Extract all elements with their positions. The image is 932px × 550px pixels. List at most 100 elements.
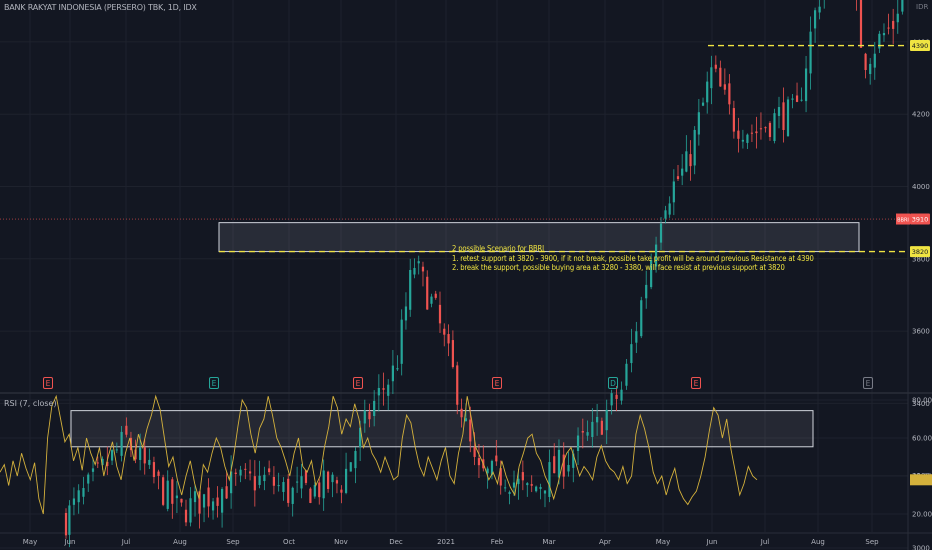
- candle-body: [268, 468, 271, 473]
- rsi-indicator-label[interactable]: RSI (7, close): [4, 399, 57, 408]
- time-tick-label: Dec: [389, 538, 403, 546]
- candle-body: [354, 450, 357, 469]
- candle-body: [521, 472, 524, 481]
- candle-body: [548, 462, 551, 497]
- candle-body: [313, 484, 316, 497]
- candle-body: [635, 331, 638, 343]
- event-marker[interactable]: [608, 377, 618, 389]
- candle-body: [809, 31, 812, 74]
- event-marker[interactable]: [353, 377, 363, 389]
- candle-body: [318, 482, 321, 498]
- candle-body: [543, 490, 547, 494]
- support-zone-upper[interactable]: [218, 222, 860, 253]
- candle-body: [340, 489, 343, 493]
- candle-body: [291, 487, 294, 504]
- time-tick-label: 2021: [437, 538, 455, 546]
- candle-body: [64, 512, 68, 536]
- candle-body: [878, 33, 881, 49]
- candle-body: [189, 498, 192, 523]
- candle-body: [139, 447, 142, 460]
- candle-body: [869, 63, 872, 75]
- candle-body: [171, 479, 174, 504]
- candle-body: [309, 488, 312, 503]
- last-price-badge: [910, 213, 930, 225]
- candle-body: [82, 488, 85, 497]
- event-marker-letter: D: [610, 379, 616, 388]
- candle-body: [77, 490, 80, 503]
- candle-body: [701, 102, 705, 106]
- resistance-label: 4390: [912, 42, 929, 50]
- event-marker-letter: E: [212, 379, 217, 388]
- candle-body: [234, 472, 237, 475]
- candle-body: [530, 484, 533, 486]
- event-marker[interactable]: [209, 377, 219, 389]
- candle-body: [162, 477, 165, 505]
- candle-body: [600, 420, 603, 435]
- time-tick-label: Jun: [706, 538, 718, 546]
- candle-body: [732, 108, 735, 132]
- rsi-series-line[interactable]: [0, 394, 758, 515]
- candle-body: [768, 122, 772, 138]
- candle-body: [723, 84, 726, 90]
- candle-body: [495, 455, 498, 462]
- candle-body: [373, 400, 376, 417]
- candle-body: [553, 456, 556, 474]
- candle-body: [901, 0, 904, 12]
- candle-body: [591, 421, 594, 437]
- candle-body: [517, 478, 520, 485]
- rsi-tick-label: 20.00: [912, 511, 932, 519]
- candle-body: [451, 340, 454, 368]
- candle-body: [443, 328, 446, 335]
- candle-body: [605, 409, 608, 431]
- candle-body: [804, 68, 808, 102]
- event-marker[interactable]: [492, 377, 502, 389]
- price-tick-label: 4000: [912, 183, 930, 191]
- time-tick-label: Jul: [121, 538, 131, 546]
- candle-body: [344, 468, 348, 493]
- candle-body: [417, 261, 420, 264]
- candle-body: [152, 462, 156, 478]
- event-marker[interactable]: [863, 377, 873, 389]
- time-tick-label: May: [23, 538, 37, 546]
- candle-body: [526, 483, 529, 486]
- event-marker-letter: E: [495, 379, 500, 388]
- scenario-annotation[interactable]: 2 possible Scenario for BBRI 1. retest s…: [452, 244, 814, 273]
- candle-body: [791, 98, 794, 100]
- candle-body: [253, 476, 256, 491]
- candle-body: [349, 462, 352, 472]
- candle-body: [620, 389, 623, 401]
- candle-body: [244, 468, 247, 470]
- candle-body: [782, 102, 785, 131]
- candle-body: [737, 130, 740, 139]
- candle-body: [359, 427, 362, 448]
- rsi-tick-label: 60.00: [912, 435, 932, 443]
- time-tick-label: Jul: [760, 538, 770, 546]
- price-tick-label: 3000: [912, 545, 930, 550]
- candle-body: [581, 431, 584, 433]
- candle-body: [719, 67, 722, 87]
- candle-body: [490, 460, 494, 475]
- candle-body: [166, 480, 169, 509]
- buying-zone-lower[interactable]: [70, 410, 814, 448]
- annotation-line-2: 2. break the support, possible buying ar…: [452, 263, 785, 273]
- event-marker[interactable]: [691, 377, 701, 389]
- candle-body: [331, 474, 334, 483]
- symbol-title: BANK RAKYAT INDONESIA (PERSERO) TBK, 1D,…: [4, 3, 197, 12]
- candle-body: [630, 344, 633, 364]
- event-marker[interactable]: [43, 377, 53, 389]
- time-tick-label: Jun: [64, 538, 76, 546]
- last-price-label: 3910: [912, 216, 929, 224]
- candle-body: [697, 112, 700, 135]
- event-marker-letter: E: [356, 379, 361, 388]
- candle-body: [773, 113, 776, 142]
- candle-body: [486, 468, 489, 474]
- candle-body: [689, 154, 692, 167]
- candle-body: [387, 384, 390, 396]
- candle-body: [706, 81, 709, 103]
- time-tick-label: Aug: [173, 538, 187, 546]
- candle-body: [434, 293, 437, 298]
- candle-body: [211, 501, 215, 511]
- candle-body: [764, 127, 767, 129]
- candle-body: [610, 393, 613, 406]
